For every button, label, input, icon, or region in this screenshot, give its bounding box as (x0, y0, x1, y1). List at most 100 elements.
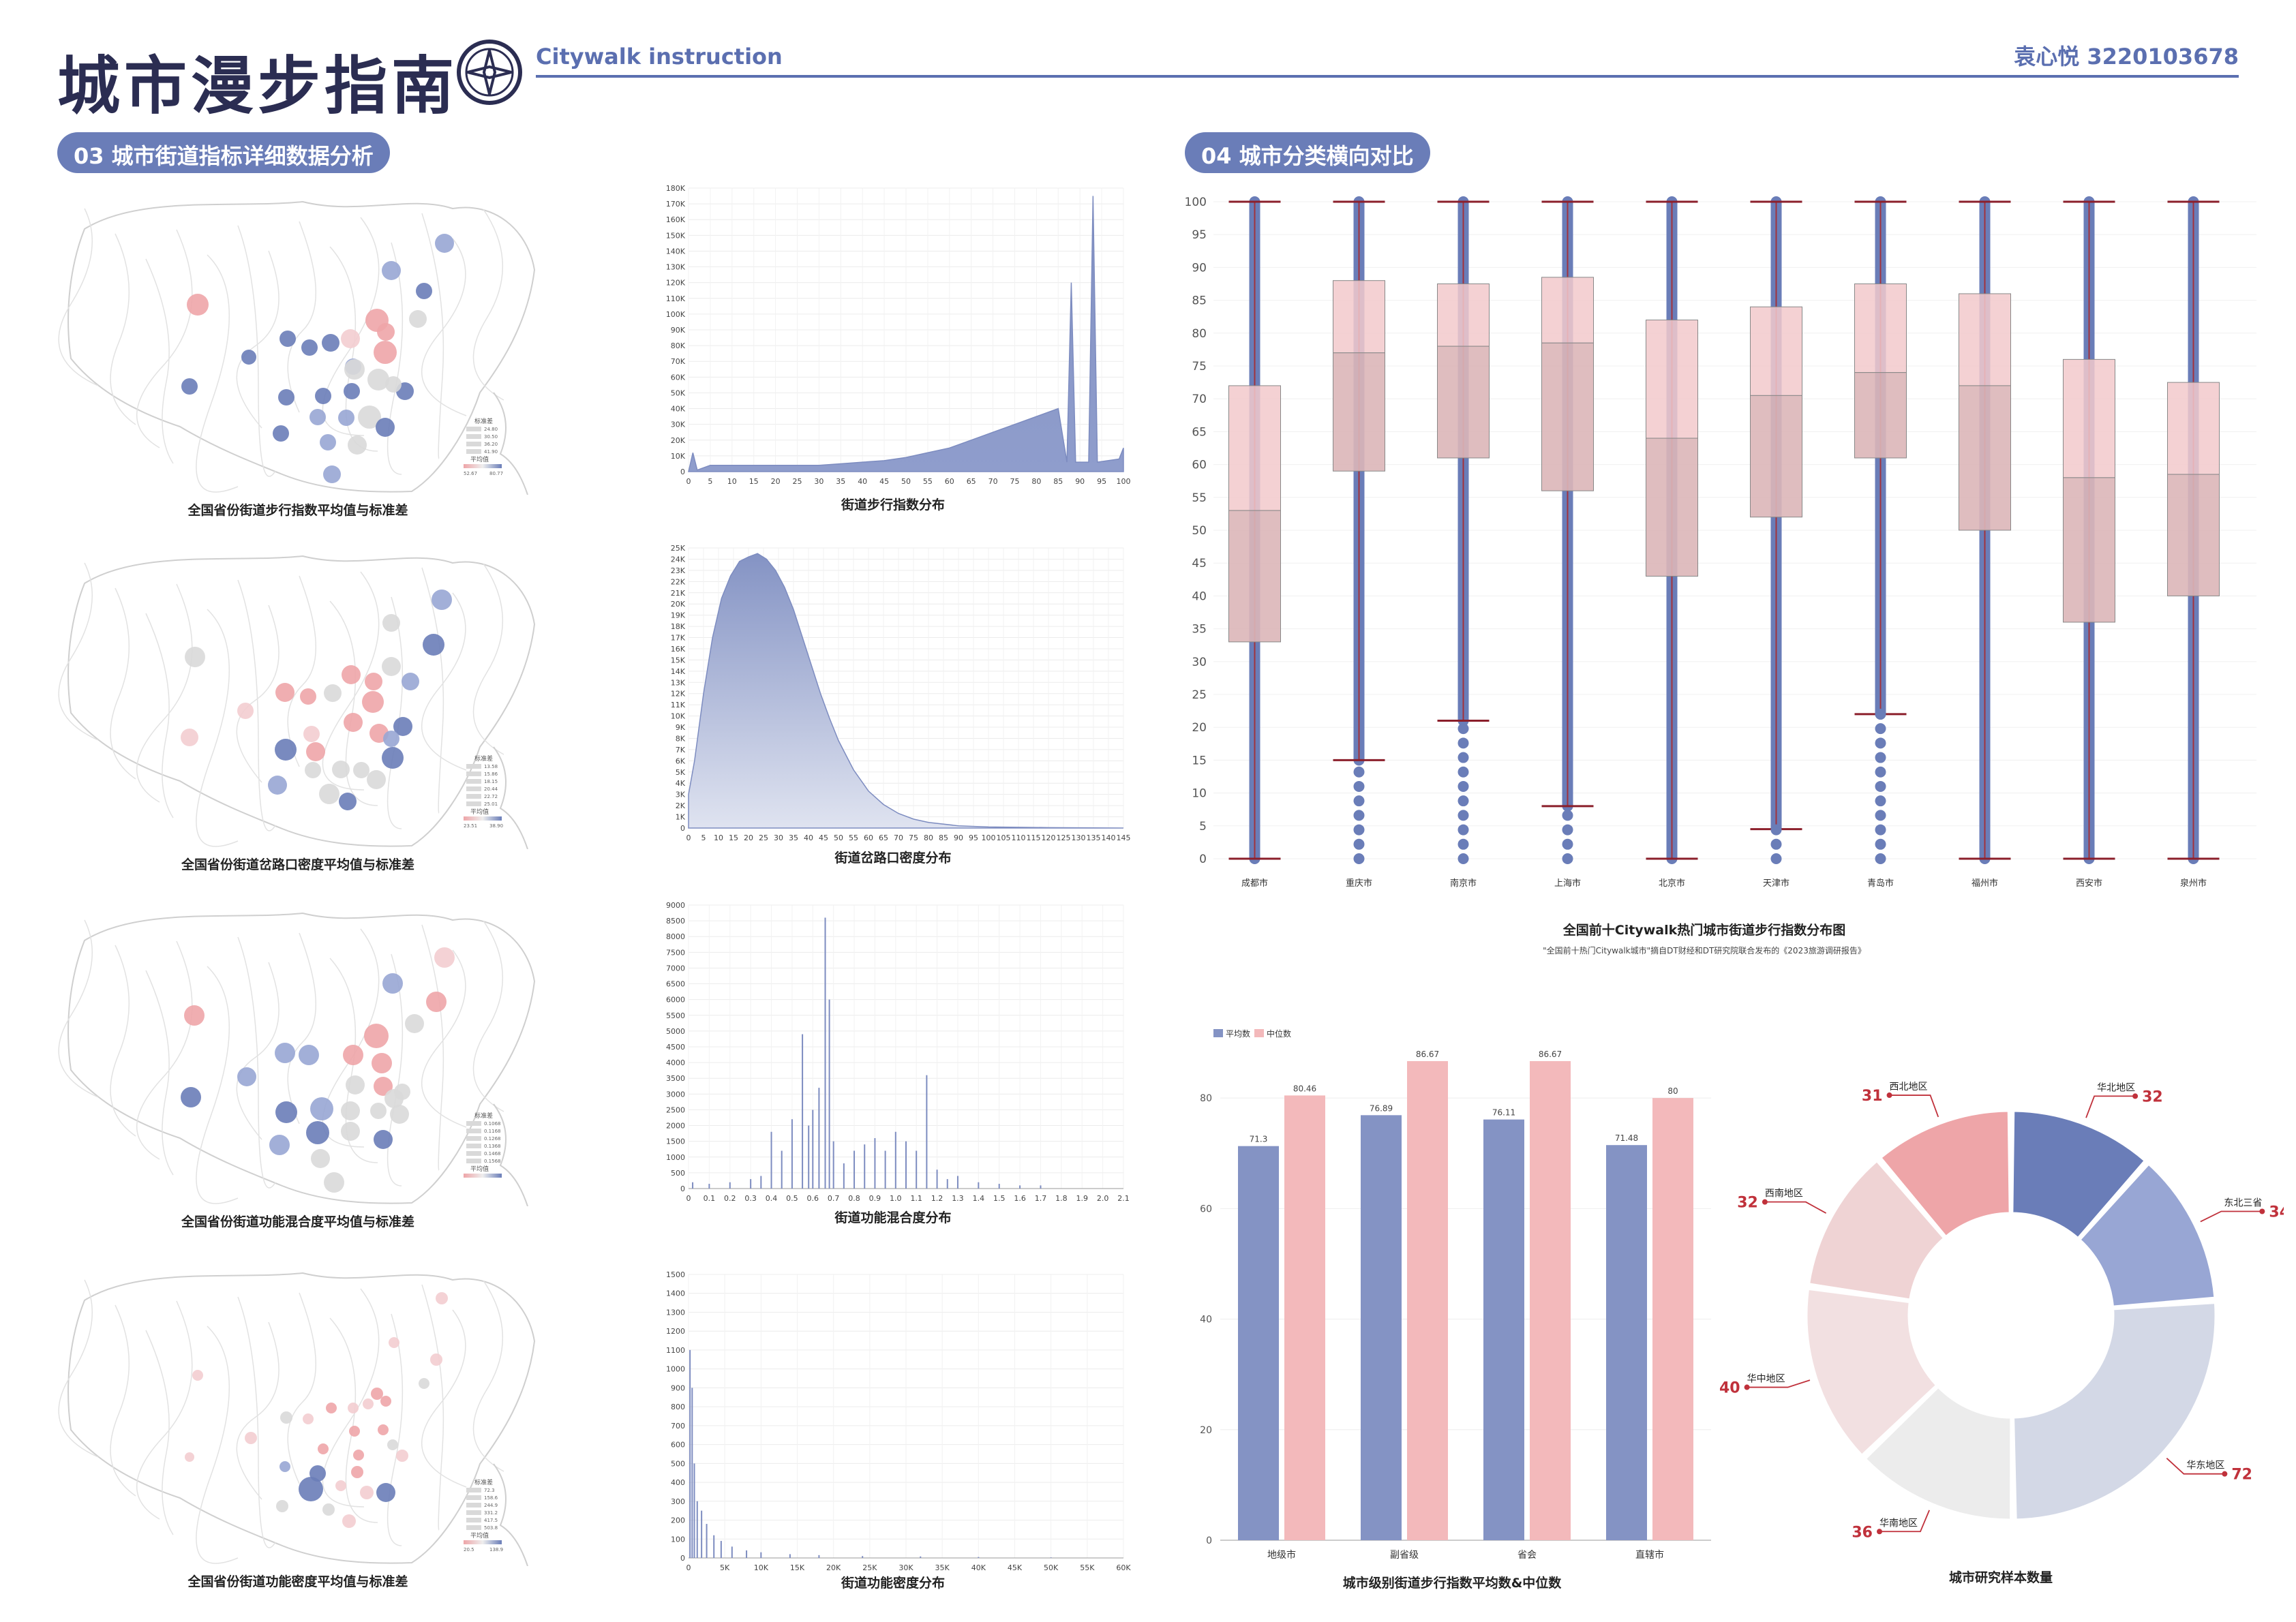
legend-std-swatch (466, 1121, 481, 1126)
y-tick-label: 20K (671, 436, 686, 445)
province-bubble (181, 1087, 201, 1107)
province-bubble (181, 378, 198, 395)
province-bubble (181, 729, 198, 746)
map-border-line (387, 1313, 404, 1546)
y-tick-label: 700 (671, 1422, 685, 1430)
map-border-line (145, 970, 174, 1176)
province-bubble (378, 1424, 389, 1435)
province-bubble (367, 770, 386, 789)
province-bubble (310, 1097, 333, 1120)
y-tick-label: 180K (666, 184, 686, 193)
x-tick-label: 1.4 (973, 1194, 985, 1203)
city-label: 成都市 (1241, 878, 1268, 889)
city-label: 北京市 (1659, 878, 1685, 889)
y-tick-label: 60K (671, 373, 686, 382)
x-tick-label: 0.6 (807, 1194, 819, 1203)
legend-std-value: 244.9 (484, 1503, 498, 1508)
map-border-line (110, 945, 136, 1137)
x-tick-label: 50 (834, 833, 843, 842)
map-border-line (421, 213, 444, 459)
y-tick-label: 100K (666, 310, 686, 319)
box-outlier (1875, 708, 1886, 720)
province-bubble (338, 410, 354, 426)
box-outlier (1875, 853, 1886, 864)
walk-index-distribution-chart: 0 10K 20K 30K 40K 50K 60K 70K 80K 90K 100K 110K 120K… (666, 184, 1131, 486)
map-border-line (322, 928, 380, 1148)
legend-std-title: 标准差 (474, 754, 493, 763)
y-tick-label: 5000 (666, 1027, 685, 1036)
legend-mean-bar (464, 464, 502, 468)
y-tick-label: 1100 (666, 1346, 685, 1355)
map-border-line (322, 217, 380, 436)
distribution-area (688, 553, 1124, 829)
x-tick-label: 10 (727, 477, 737, 486)
y-tick-label: 60 (1200, 1204, 1212, 1214)
x-tick-label: 125 (1057, 833, 1071, 842)
x-tick-label: 75 (1010, 477, 1020, 486)
x-tick-label: 50 (901, 477, 911, 486)
legend-swatch-median (1254, 1029, 1264, 1037)
y-tick-label: 1000 (666, 1153, 685, 1162)
box-upper (1750, 306, 1802, 396)
map-border-line (387, 596, 404, 829)
y-tick-label: 15K (671, 656, 686, 664)
bar-mean (1483, 1119, 1524, 1540)
y-tick-label: 4000 (666, 1058, 685, 1067)
box-outlier (1457, 838, 1469, 850)
y-tick-label: 0 (680, 1554, 685, 1563)
legend-std-value: 15.86 (484, 771, 498, 777)
y-tick-label: 800 (671, 1403, 685, 1411)
legend-std-value: 30.50 (484, 434, 498, 440)
city-label: 上海市 (1554, 878, 1581, 889)
province-bubble (376, 418, 395, 437)
province-bubble (273, 425, 289, 442)
y-tick-label: 110K (666, 294, 686, 303)
page-subtitle: Citywalk instruction (536, 44, 783, 70)
box-outlier (1875, 795, 1886, 807)
box-outlier (1457, 824, 1469, 836)
map-border-line (236, 1321, 280, 1500)
y-tick-label: 90 (1192, 261, 1207, 275)
legend-std-value: 0.1268 (484, 1136, 501, 1142)
donut-slice-label: 华北地区 (2097, 1082, 2135, 1093)
province-bubble (351, 1466, 363, 1478)
crossroad-density-distribution-chart: 0 1K 2K 3K 4K 5K 6K 7K 8K 9K 10K 11K 12K 13K 14K 15K 16K… (671, 544, 1131, 842)
x-tick-label: 75 (909, 833, 918, 842)
legend-std-value: 22.72 (484, 794, 498, 799)
legend-label-mean: 平均数 (1226, 1028, 1250, 1039)
header-divider (536, 75, 2239, 78)
province-bubble (341, 1101, 360, 1120)
section-04-title: 04 城市分类横向对比 (1185, 132, 1430, 173)
donut-slice-label: 东北三省 (2224, 1197, 2262, 1208)
x-tick-label: 70 (988, 477, 998, 486)
legend-std-swatch (466, 794, 481, 799)
y-tick-label: 50 (1192, 524, 1207, 538)
category-label: 直辖市 (1635, 1549, 1664, 1561)
province-bubble (275, 1043, 295, 1063)
boxplot-note: "全国前十热门Citywalk城市"摘自DT财经和DT研究院联合发布的《2023… (1543, 946, 1866, 955)
province-bubble (402, 673, 419, 690)
y-tick-label: 21K (671, 589, 686, 598)
donut-leader-dot (1744, 1384, 1750, 1390)
x-tick-label: 20 (744, 833, 753, 842)
province-bubble (275, 739, 297, 761)
map-border-line (145, 258, 174, 464)
donut-slice-label: 华南地区 (1879, 1518, 1918, 1529)
y-tick-label: 18K (671, 622, 686, 631)
x-tick-label: 2.0 (1097, 1194, 1109, 1203)
province-bubble (365, 673, 382, 690)
x-tick-label: 105 (997, 833, 1011, 842)
box-upper (1541, 277, 1594, 343)
city-label: 青岛市 (1867, 878, 1894, 889)
legend-mean-min: 20.5 (464, 1547, 474, 1552)
province-bubble (416, 283, 432, 299)
x-tick-label: 35K (935, 1563, 950, 1572)
map-border-line (287, 221, 316, 413)
y-tick-label: 30 (1192, 656, 1207, 669)
map-border-line (472, 1280, 504, 1472)
x-tick-label: 0.2 (724, 1194, 736, 1203)
map-border-line (421, 592, 467, 771)
box-lower (1750, 395, 1802, 518)
x-tick-label: 20K (826, 1563, 841, 1572)
legend-std-swatch (466, 1510, 481, 1515)
